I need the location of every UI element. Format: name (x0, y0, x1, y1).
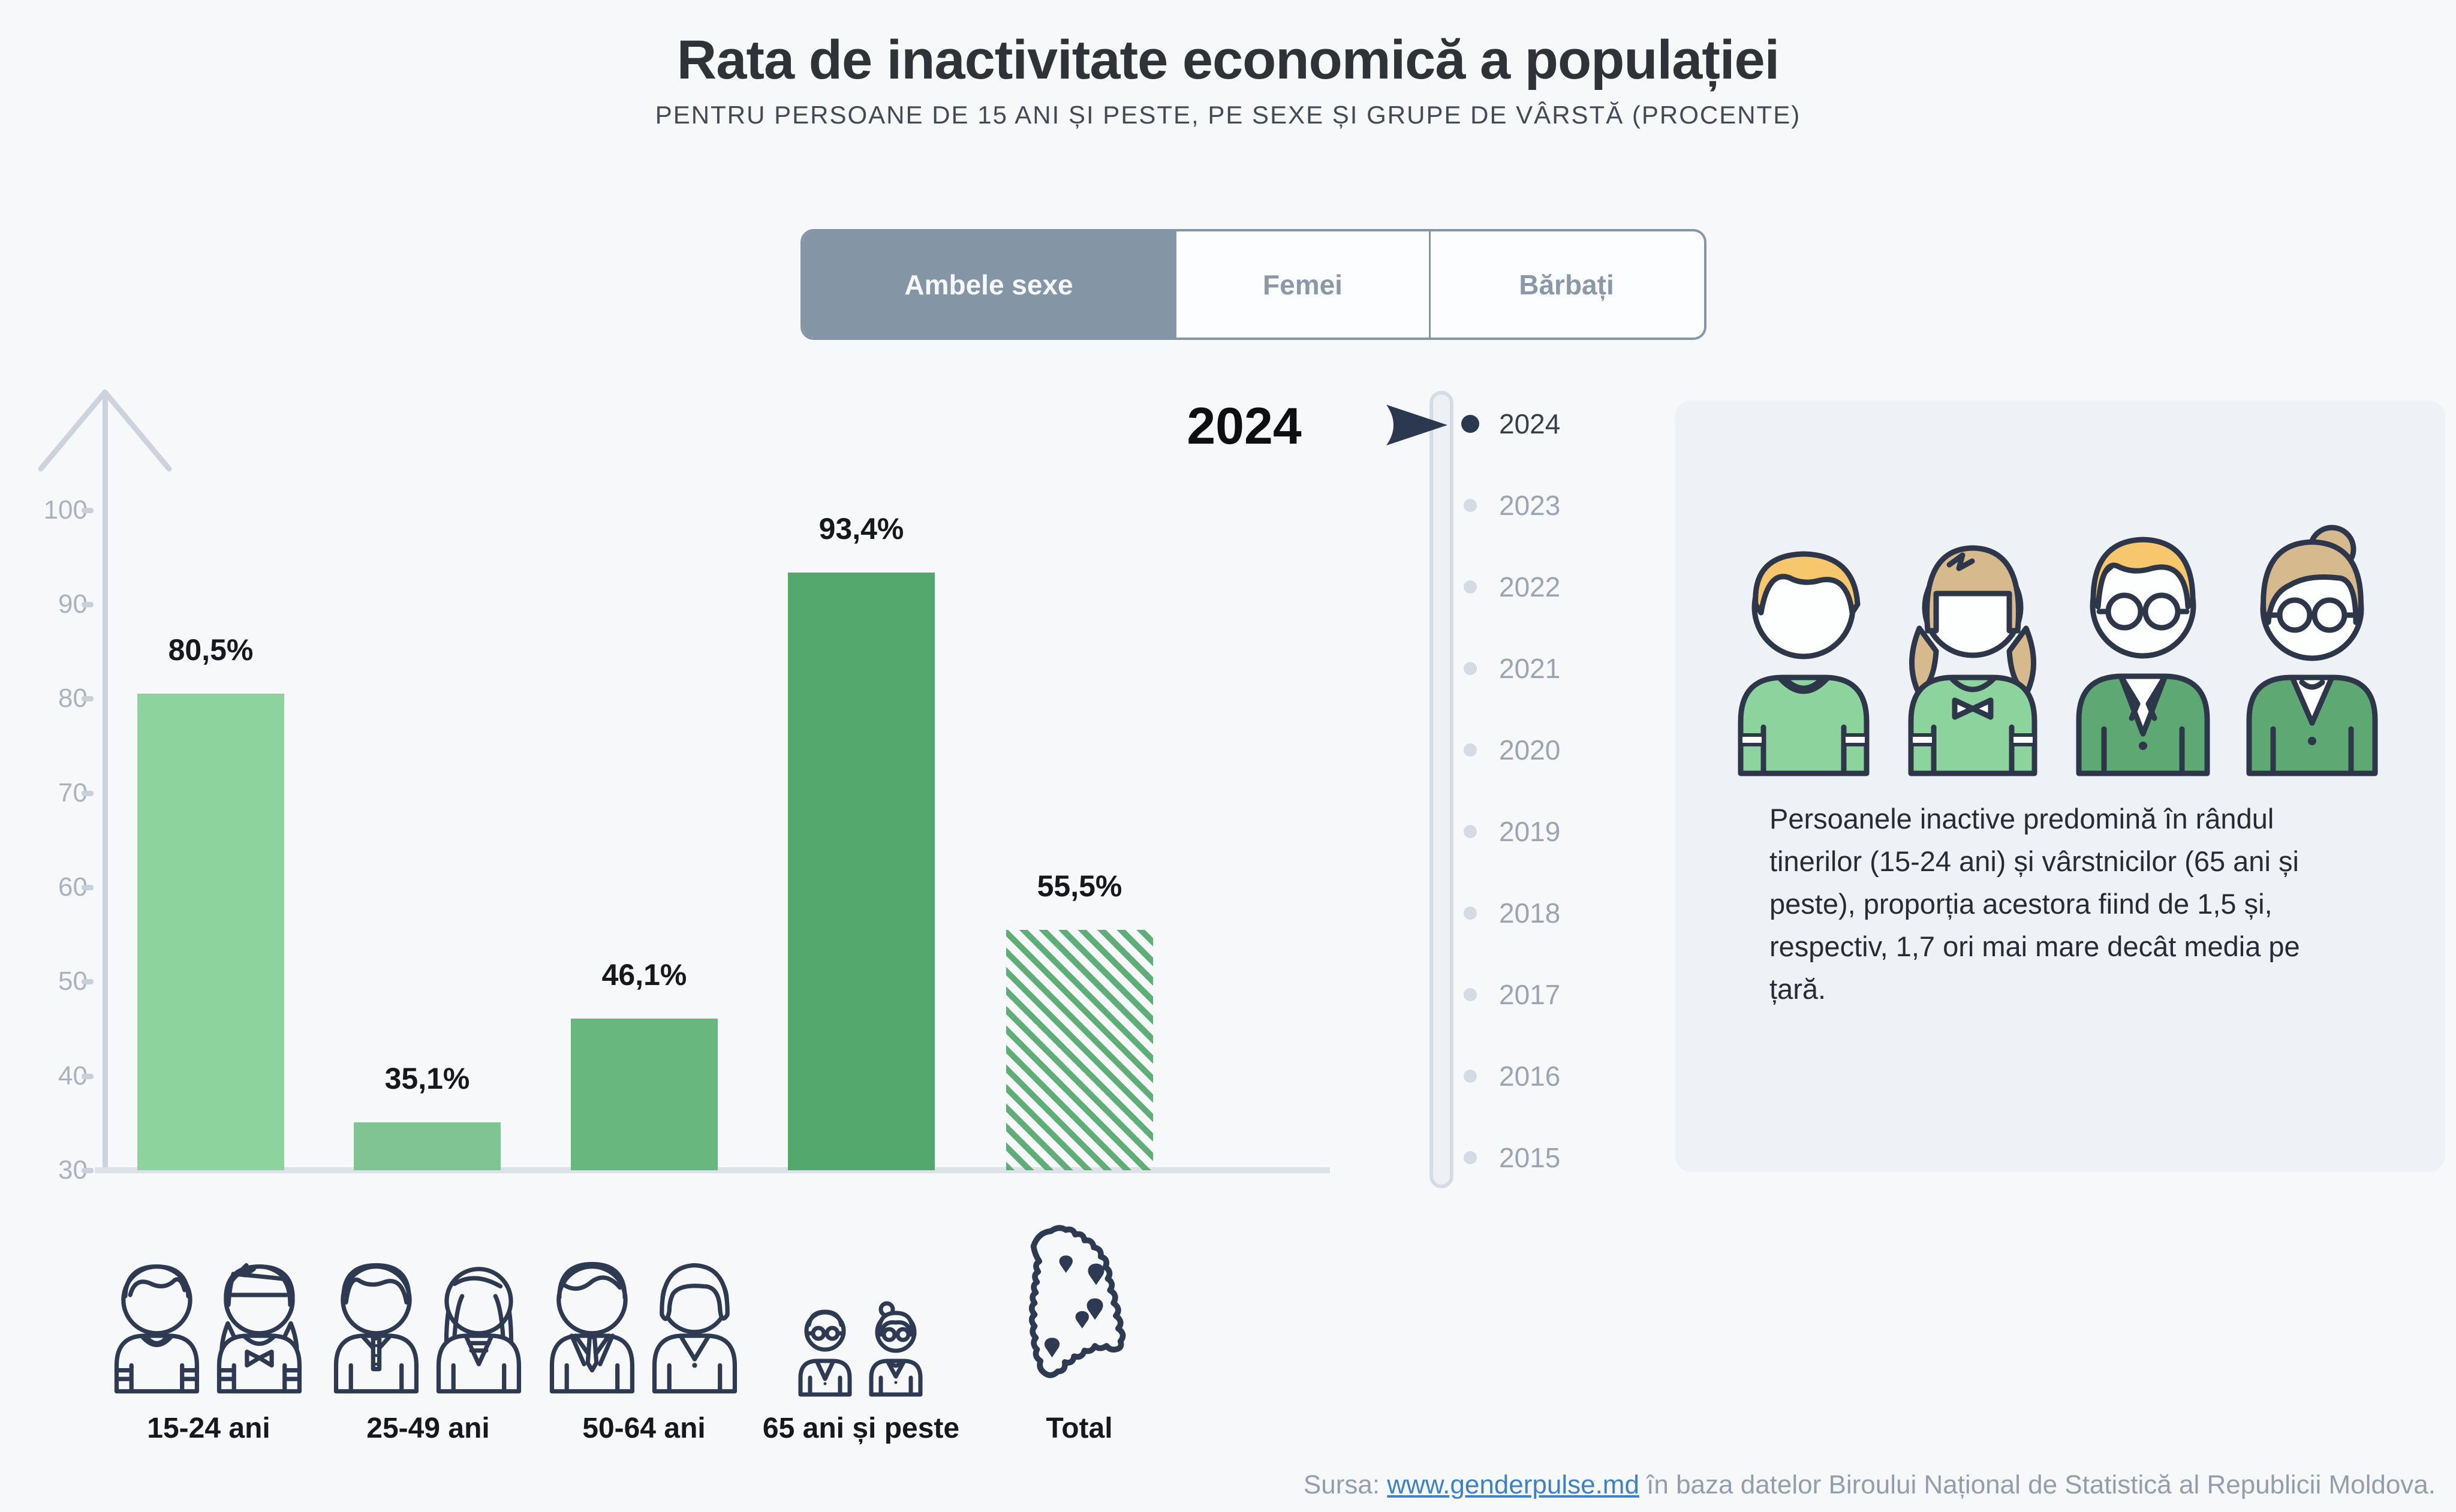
bar-25-49-ani[interactable] (354, 1122, 501, 1170)
source-line: Sursa: www.genderpulse.md în baza datelo… (1304, 1470, 2436, 1500)
woman-figure (2246, 525, 2378, 776)
year-item-2015[interactable]: 2015 (1499, 1142, 1561, 1173)
year-item-2022[interactable]: 2022 (1499, 571, 1561, 603)
y-tick-mark-30 (82, 1168, 94, 1173)
y-tick-label-80: 80 (58, 683, 88, 713)
year-dot-2020[interactable] (1464, 743, 1477, 757)
y-tick-label-30: 30 (58, 1155, 88, 1185)
year-dot-2024[interactable] (1461, 415, 1479, 433)
year-dot-2016[interactable] (1464, 1070, 1477, 1083)
y-tick-mark-40 (82, 1073, 94, 1079)
bar-15-24-ani[interactable] (137, 694, 284, 1170)
bar-value-label-2: 46,1% (601, 957, 687, 992)
info-card: Persoanele inactive predomină în rândul … (1675, 400, 2445, 1172)
moldova-map-icon (959, 1217, 1199, 1397)
year-dot-2019[interactable] (1464, 825, 1477, 838)
year-dot-2017[interactable] (1464, 988, 1477, 1001)
source-prefix: Sursa: (1303, 1470, 1387, 1499)
y-tick-mark-50 (82, 979, 94, 985)
y-tick-mark-100 (82, 507, 94, 513)
x-axis-line (95, 1167, 1330, 1173)
y-tick-label-90: 90 (58, 589, 88, 619)
people-icon-15-24 (89, 1217, 329, 1397)
year-dot-2023[interactable] (1464, 499, 1477, 512)
bar-50-64-ani[interactable] (571, 1018, 718, 1170)
y-axis-line (103, 396, 108, 1170)
category-label-total: Total (1046, 1412, 1113, 1444)
chart-year-label: 2024 (1187, 397, 1302, 455)
people-icon-25-49 (308, 1217, 548, 1397)
category-label-65-plus: 65 ani și peste (762, 1412, 960, 1444)
y-tick-label-70: 70 (58, 778, 88, 808)
y-tick-mark-70 (82, 790, 94, 796)
people-icon-50-64 (524, 1217, 764, 1397)
bar-value-label-4: 55,5% (1037, 869, 1122, 903)
category-label-25-49: 25-49 ani (366, 1412, 490, 1444)
source-link[interactable]: www.genderpulse.md (1387, 1470, 1639, 1499)
y-axis-arrow-icon (38, 389, 172, 472)
tab-ambele-sexe[interactable]: Ambele sexe (803, 231, 1175, 338)
y-tick-mark-80 (82, 696, 94, 702)
tab-femei[interactable]: Femei (1175, 231, 1429, 338)
year-item-2024[interactable]: 2024 (1499, 408, 1561, 439)
year-slider-track[interactable] (1429, 391, 1453, 1188)
source-suffix: în baza datelor Biroului Național de Sta… (1639, 1470, 2436, 1499)
girl-figure (1908, 545, 2037, 776)
sex-filter-tabs: Ambele sexe Femei Bărbați (800, 229, 1706, 340)
y-tick-label-50: 50 (58, 966, 88, 996)
bar-Total[interactable] (1006, 929, 1153, 1170)
year-dot-2018[interactable] (1464, 906, 1477, 920)
boy-figure (1738, 551, 1870, 776)
year-item-2018[interactable]: 2018 (1499, 897, 1561, 929)
year-item-2016[interactable]: 2016 (1499, 1061, 1561, 1092)
category-label-15-24: 15-24 ani (147, 1412, 270, 1444)
bar-value-label-3: 93,4% (818, 511, 904, 546)
page-subtitle: PENTRU PERSOANE DE 15 ANI ȘI PESTE, PE S… (655, 101, 1801, 129)
y-tick-label-100: 100 (43, 495, 88, 525)
y-tick-label-40: 40 (58, 1061, 88, 1091)
tab-bărbați[interactable]: Bărbați (1429, 231, 1702, 338)
bar-65-ani-și-peste[interactable] (788, 572, 935, 1170)
page-title: Rata de inactivitate economică a populaț… (676, 29, 1780, 91)
year-dot-2022[interactable] (1464, 580, 1477, 594)
bar-value-label-0: 80,5% (168, 633, 254, 667)
year-dot-2021[interactable] (1464, 662, 1477, 675)
man-figure (2076, 537, 2210, 776)
category-label-50-64: 50-64 ani (582, 1412, 706, 1444)
info-card-text: Persoanele inactive predomină în rândul … (1769, 803, 2300, 1005)
year-item-2020[interactable]: 2020 (1499, 734, 1561, 766)
people-illustration (1738, 525, 2378, 776)
year-item-2019[interactable]: 2019 (1499, 816, 1561, 847)
year-dot-2015[interactable] (1464, 1151, 1477, 1164)
year-slider-flag-icon[interactable] (1383, 400, 1452, 450)
y-tick-mark-60 (82, 885, 94, 890)
year-item-2021[interactable]: 2021 (1499, 653, 1561, 684)
year-item-2017[interactable]: 2017 (1499, 979, 1561, 1010)
y-tick-label-60: 60 (58, 872, 88, 902)
people-icon-65-plus (741, 1217, 981, 1397)
year-item-2023[interactable]: 2023 (1499, 490, 1561, 521)
y-tick-mark-90 (82, 602, 94, 608)
bar-value-label-1: 35,1% (384, 1061, 470, 1095)
